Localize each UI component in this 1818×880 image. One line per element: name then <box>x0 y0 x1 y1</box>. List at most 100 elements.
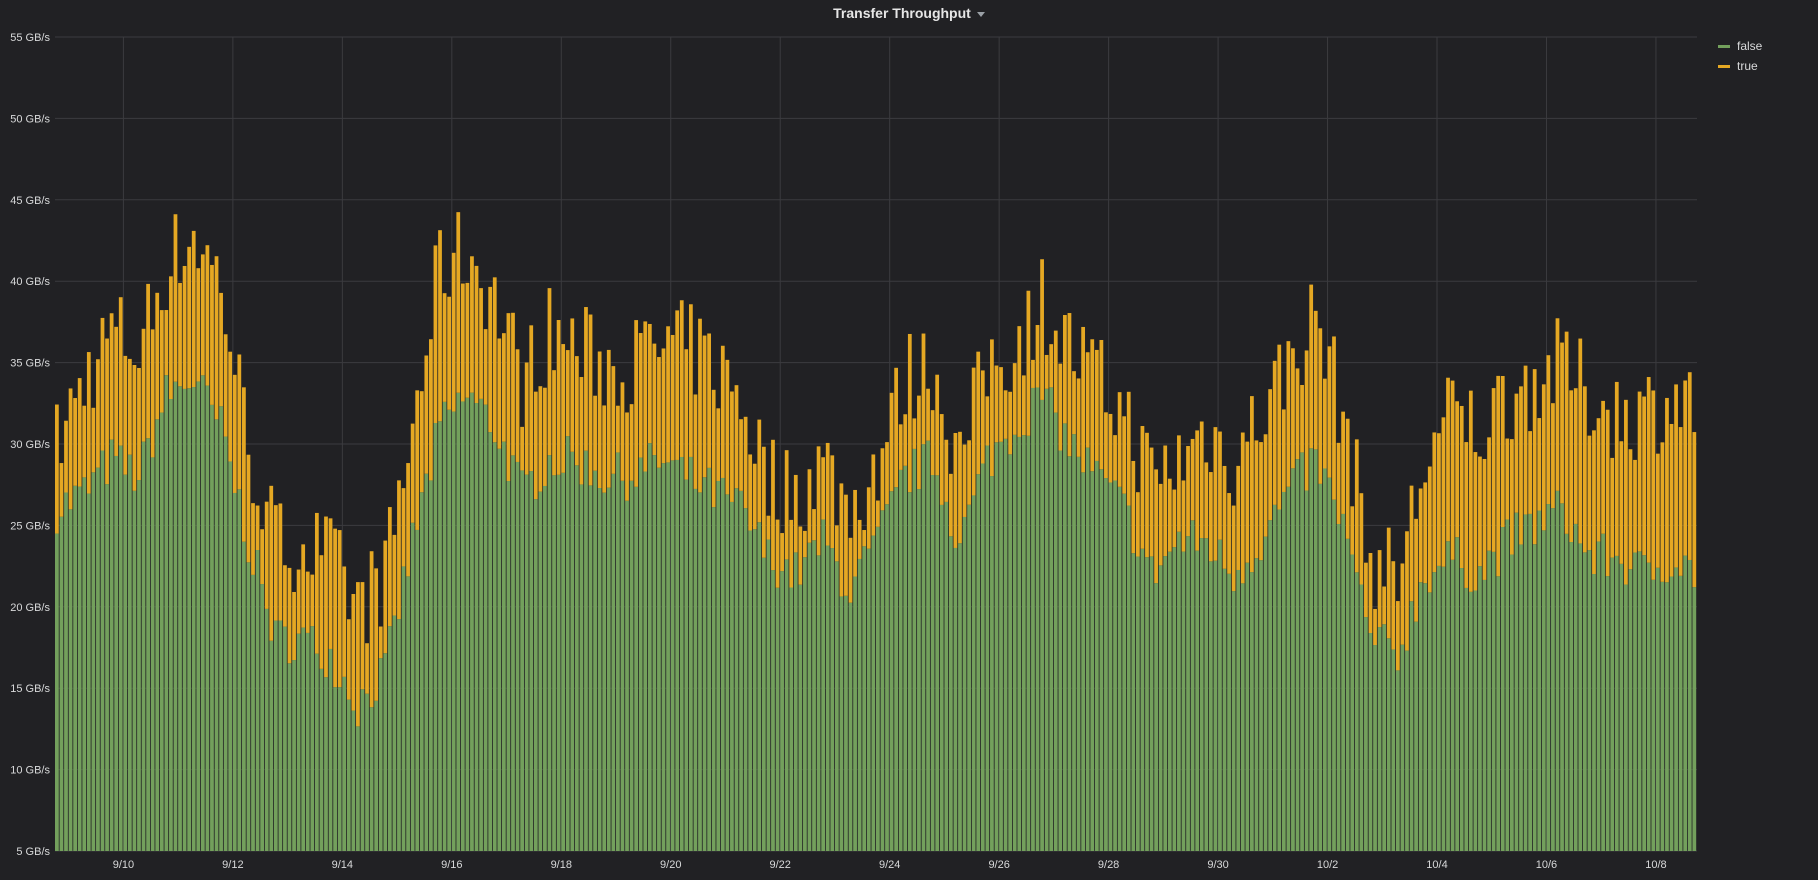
bar-true <box>743 416 748 509</box>
bar-true <box>693 394 698 489</box>
bar-true <box>1035 325 1040 388</box>
bar-true <box>251 503 255 575</box>
bar-false <box>1318 483 1323 851</box>
bar-false <box>1500 527 1505 851</box>
bar-false <box>1354 572 1359 851</box>
legend-item-false[interactable]: false <box>1713 36 1785 56</box>
bar-false <box>771 570 775 851</box>
bar-true <box>1496 375 1501 577</box>
bar-false <box>1368 633 1373 851</box>
bar-true <box>1135 492 1140 557</box>
bar-false <box>561 472 566 851</box>
bar-false <box>164 375 169 851</box>
bar-true <box>926 388 930 441</box>
bar-true <box>711 389 716 508</box>
bar-true <box>629 404 634 481</box>
x-tick-label: 9/28 <box>1098 859 1119 871</box>
bar-false <box>1624 584 1628 851</box>
bar-true <box>178 282 182 387</box>
bar-true <box>1195 430 1200 551</box>
bar-false <box>1395 670 1400 851</box>
bar-false <box>333 687 337 851</box>
panel-title-text[interactable]: Transfer Throughput <box>833 5 971 21</box>
bar-false <box>812 540 816 851</box>
y-tick-label: 5 GB/s <box>16 846 50 858</box>
bar-false <box>210 404 214 851</box>
bar-true <box>1628 449 1633 570</box>
bar-false <box>597 488 602 851</box>
legend-item-true[interactable]: true <box>1713 56 1785 76</box>
dropdown-caret-icon[interactable] <box>976 11 985 17</box>
bar-false <box>506 481 511 851</box>
bar-true <box>1459 405 1464 569</box>
bar-true <box>1573 388 1578 524</box>
bar-true <box>1140 426 1145 549</box>
bar-true <box>378 626 383 659</box>
bar-true <box>807 469 812 543</box>
bar-true <box>844 494 848 596</box>
bar-false <box>912 448 917 851</box>
bar-true <box>1327 346 1332 478</box>
x-tick-label: 9/18 <box>551 859 572 871</box>
bar-false <box>848 602 853 851</box>
bar-false <box>1222 568 1227 851</box>
bar-false <box>200 375 205 851</box>
y-tick-label: 25 GB/s <box>10 520 50 532</box>
bar-false <box>1655 567 1660 851</box>
bar-true <box>1277 344 1282 510</box>
bar-false <box>1309 448 1314 851</box>
legend-swatch-true <box>1718 64 1730 68</box>
bar-true <box>1240 432 1245 584</box>
bar-true <box>1669 423 1674 577</box>
bar-false <box>611 473 616 851</box>
legend-label-false[interactable]: false <box>1737 39 1763 53</box>
panel-title[interactable]: Transfer Throughput <box>0 5 1818 21</box>
bar-true <box>830 455 835 549</box>
bar-false <box>1560 503 1564 851</box>
bar-true <box>1158 483 1163 566</box>
bar-false <box>59 516 64 851</box>
bar-true <box>118 297 123 446</box>
bar-false <box>1633 552 1637 851</box>
bar-true <box>64 420 68 493</box>
bar-true <box>114 326 119 456</box>
bar-false <box>1163 556 1168 851</box>
bar-true <box>310 574 315 627</box>
bar-false <box>1145 557 1149 851</box>
bar-true <box>278 503 283 621</box>
bar-true <box>419 391 424 493</box>
bar-false <box>1350 554 1355 851</box>
bar-false <box>1619 563 1624 851</box>
bar-true <box>1017 326 1022 437</box>
bar-true <box>127 358 132 455</box>
bar-true <box>1199 421 1204 539</box>
bar-false <box>907 492 912 851</box>
bar-false <box>470 392 474 851</box>
bar-true <box>1468 390 1473 592</box>
bar-false <box>917 489 921 851</box>
bar-false <box>319 668 324 851</box>
bar-true <box>1418 488 1423 583</box>
bar-false <box>971 495 976 851</box>
bar-true <box>570 318 575 452</box>
bar-false <box>419 492 424 851</box>
bar-false <box>1172 547 1177 851</box>
bar-true <box>1537 418 1542 511</box>
bar-false <box>803 557 807 851</box>
bar-false <box>1076 456 1081 851</box>
bar-true <box>1072 371 1076 435</box>
bar-true <box>538 386 543 492</box>
bar-true <box>1313 310 1318 450</box>
bar-false <box>1090 471 1095 851</box>
bar-true <box>789 519 794 588</box>
bar-false <box>191 387 196 851</box>
bar-true <box>410 423 415 523</box>
bar-false <box>1131 553 1136 851</box>
bar-false <box>424 473 429 851</box>
bar-true <box>342 566 347 677</box>
legend-label-true[interactable]: true <box>1737 59 1758 73</box>
bar-false <box>556 474 561 851</box>
bar-true <box>228 351 233 462</box>
bar-true <box>748 454 753 531</box>
